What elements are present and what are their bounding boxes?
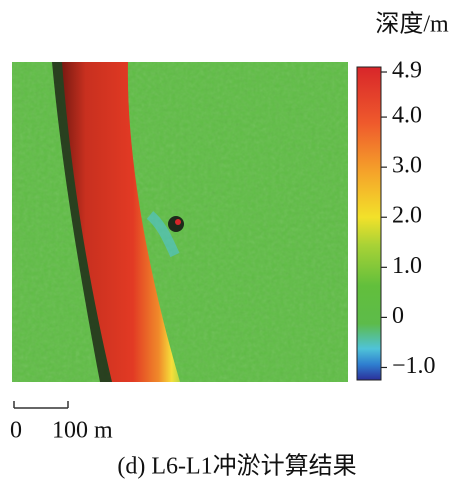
depth-map — [12, 62, 348, 382]
colorbar-tick-label: −1.0 — [392, 353, 436, 379]
colorbar-tick-label: 2.0 — [392, 203, 422, 229]
colorbar-tick-label: 4.0 — [392, 103, 422, 129]
colorbar-title: 深度/m — [375, 11, 449, 38]
caption: (d) L6-L1冲淤计算结果 — [117, 453, 356, 480]
colorbar — [356, 66, 382, 381]
scale-end: 100 m — [52, 418, 113, 444]
colorbar-tick-label: 0 — [392, 303, 404, 329]
colorbar-tick-label: 1.0 — [392, 253, 422, 279]
scale-start: 0 — [10, 418, 22, 444]
colorbar-tick-label: 4.9 — [392, 58, 422, 84]
colorbar-tick-label: 3.0 — [392, 153, 422, 179]
colorbar-ticks: 4.9 4.0 3.0 2.0 1.0 0 −1.0 — [381, 58, 436, 379]
